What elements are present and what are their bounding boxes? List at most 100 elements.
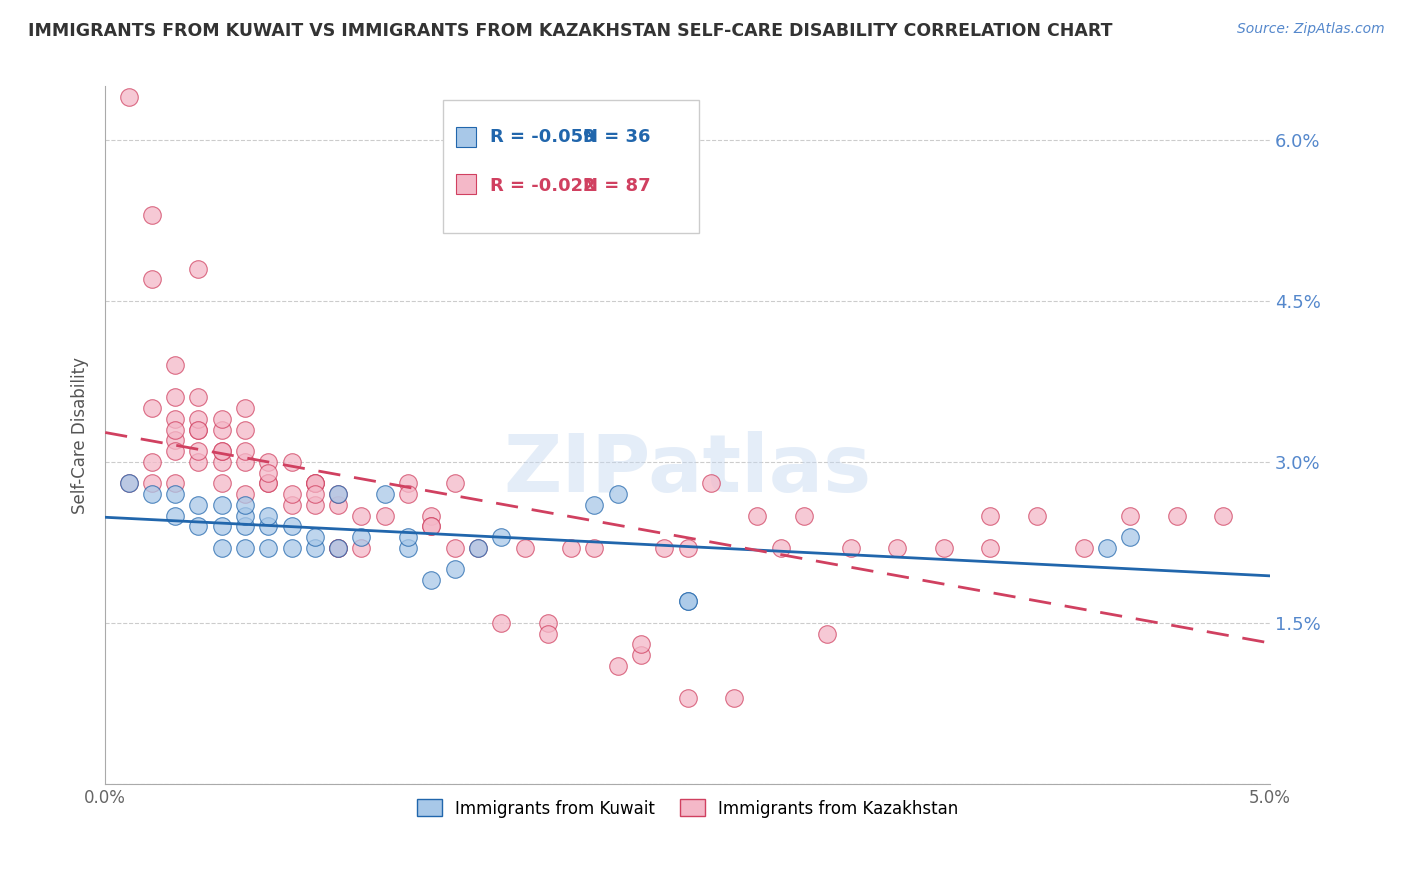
- Point: [117, 90, 139, 104]
- Point: [350, 530, 373, 544]
- Legend: Immigrants from Kuwait, Immigrants from Kazakhstan: Immigrants from Kuwait, Immigrants from …: [411, 793, 965, 824]
- Point: [257, 476, 280, 491]
- Point: [165, 423, 187, 437]
- Point: [211, 498, 233, 512]
- Point: [187, 444, 209, 458]
- Text: R = -0.059: R = -0.059: [489, 128, 595, 146]
- Point: [815, 626, 838, 640]
- Point: [652, 541, 675, 555]
- Point: [165, 476, 187, 491]
- Point: [257, 455, 280, 469]
- Point: [1166, 508, 1188, 523]
- Point: [396, 541, 419, 555]
- Point: [747, 508, 769, 523]
- Point: [793, 508, 815, 523]
- Point: [257, 508, 280, 523]
- FancyBboxPatch shape: [443, 100, 699, 233]
- Text: N = 36: N = 36: [582, 128, 650, 146]
- Point: [304, 476, 326, 491]
- Point: [280, 487, 302, 501]
- Point: [606, 487, 628, 501]
- Point: [233, 455, 256, 469]
- Point: [328, 487, 350, 501]
- Point: [211, 444, 233, 458]
- Point: [583, 498, 606, 512]
- Point: [165, 412, 187, 426]
- Text: R = -0.022: R = -0.022: [489, 177, 595, 195]
- Point: [187, 412, 209, 426]
- Point: [280, 541, 302, 555]
- Point: [165, 359, 187, 373]
- Point: [165, 444, 187, 458]
- Point: [211, 541, 233, 555]
- Point: [280, 455, 302, 469]
- Point: [1212, 508, 1234, 523]
- Point: [304, 476, 326, 491]
- Point: [257, 541, 280, 555]
- Point: [257, 519, 280, 533]
- Point: [187, 519, 209, 533]
- Point: [537, 626, 560, 640]
- Point: [350, 541, 373, 555]
- Point: [280, 498, 302, 512]
- Point: [304, 530, 326, 544]
- Point: [328, 541, 350, 555]
- Point: [304, 498, 326, 512]
- Point: [979, 541, 1001, 555]
- Point: [420, 508, 443, 523]
- Point: [328, 487, 350, 501]
- Point: [1073, 541, 1095, 555]
- Point: [165, 391, 187, 405]
- Point: [700, 476, 723, 491]
- Point: [141, 208, 163, 222]
- Point: [374, 508, 396, 523]
- Point: [141, 487, 163, 501]
- Point: [187, 455, 209, 469]
- Point: [257, 476, 280, 491]
- Point: [467, 541, 489, 555]
- Point: [374, 487, 396, 501]
- Text: Source: ZipAtlas.com: Source: ZipAtlas.com: [1237, 22, 1385, 37]
- Point: [396, 487, 419, 501]
- Point: [233, 508, 256, 523]
- Y-axis label: Self-Care Disability: Self-Care Disability: [72, 357, 89, 514]
- Point: [165, 508, 187, 523]
- Point: [117, 476, 139, 491]
- Point: [211, 455, 233, 469]
- Point: [141, 476, 163, 491]
- Point: [583, 541, 606, 555]
- Point: [233, 423, 256, 437]
- Text: IMMIGRANTS FROM KUWAIT VS IMMIGRANTS FROM KAZAKHSTAN SELF-CARE DISABILITY CORREL: IMMIGRANTS FROM KUWAIT VS IMMIGRANTS FRO…: [28, 22, 1112, 40]
- Point: [165, 487, 187, 501]
- Point: [489, 530, 512, 544]
- Text: ZIPatlas: ZIPatlas: [503, 431, 872, 509]
- Point: [630, 648, 652, 662]
- Point: [1119, 530, 1142, 544]
- Point: [233, 444, 256, 458]
- Point: [1119, 508, 1142, 523]
- Point: [257, 466, 280, 480]
- Point: [420, 519, 443, 533]
- Point: [233, 487, 256, 501]
- Point: [443, 476, 465, 491]
- Point: [141, 455, 163, 469]
- Point: [396, 530, 419, 544]
- Point: [513, 541, 536, 555]
- Point: [420, 519, 443, 533]
- Point: [1026, 508, 1049, 523]
- Point: [187, 498, 209, 512]
- Point: [723, 690, 745, 705]
- Point: [211, 476, 233, 491]
- Point: [211, 423, 233, 437]
- Point: [233, 519, 256, 533]
- Point: [489, 615, 512, 630]
- Point: [396, 476, 419, 491]
- Point: [886, 541, 908, 555]
- Point: [676, 541, 699, 555]
- Point: [328, 541, 350, 555]
- Point: [187, 423, 209, 437]
- Point: [979, 508, 1001, 523]
- Point: [443, 562, 465, 576]
- Point: [233, 498, 256, 512]
- Point: [211, 444, 233, 458]
